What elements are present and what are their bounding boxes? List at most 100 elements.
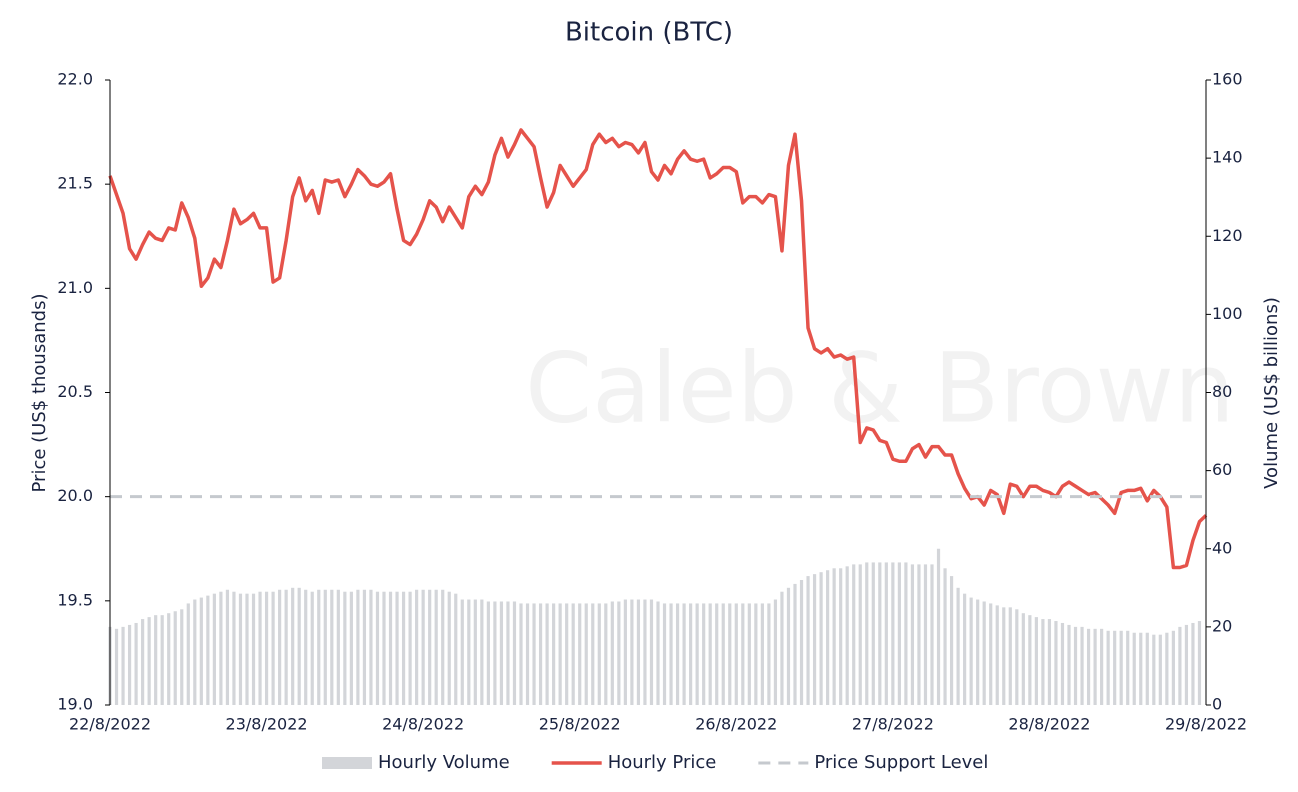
volume-bar xyxy=(910,564,915,705)
volume-bar xyxy=(186,603,190,705)
volume-bar xyxy=(1126,630,1130,705)
volume-bar xyxy=(232,591,236,705)
volume-bar xyxy=(995,605,999,705)
volume-bar xyxy=(636,599,641,705)
volume-bar xyxy=(689,603,693,705)
volume-bar xyxy=(989,603,993,705)
volume-bar xyxy=(936,548,941,705)
volume-bar xyxy=(702,603,706,705)
volume-bar xyxy=(597,603,601,705)
volume-bar xyxy=(793,583,797,705)
volume-bar xyxy=(878,562,882,705)
volume-bar xyxy=(976,599,980,705)
volume-bar xyxy=(304,589,308,705)
watermark: Caleb & Brown xyxy=(525,332,1235,444)
volume-bar xyxy=(643,599,647,705)
volume-bar xyxy=(264,591,269,705)
volume-bar xyxy=(649,599,654,705)
volume-bar xyxy=(832,568,836,705)
volume-bar xyxy=(1028,615,1032,705)
volume-bar xyxy=(767,603,771,705)
volume-bar xyxy=(141,619,145,705)
y-tick-label: 20.0 xyxy=(57,486,93,505)
volume-bar xyxy=(591,603,595,705)
y-tick-label: 21.0 xyxy=(57,278,93,297)
volume-bar xyxy=(271,591,275,705)
y-tick-label: 19.5 xyxy=(57,590,93,609)
volume-bar xyxy=(1178,626,1182,705)
volume-bar xyxy=(812,574,817,705)
volume-bar xyxy=(1073,626,1078,705)
volume-bar xyxy=(1015,609,1019,705)
volume-bar xyxy=(682,603,686,705)
y2-tick-label: 0 xyxy=(1212,695,1222,714)
volume-bar xyxy=(219,591,223,705)
volume-bar xyxy=(1047,619,1052,705)
volume-bar xyxy=(473,599,477,705)
volume-bar xyxy=(330,589,334,705)
y2-tick-label: 80 xyxy=(1212,382,1232,401)
volume-bar xyxy=(349,591,353,705)
volume-bar xyxy=(930,564,934,705)
x-tick-label: 28/8/2022 xyxy=(1008,715,1090,734)
volume-bar xyxy=(1093,628,1097,705)
volume-bar xyxy=(127,624,132,705)
price-line xyxy=(108,128,1208,570)
volume-bar xyxy=(408,591,412,705)
volume-bar xyxy=(336,589,340,705)
legend-label: Hourly Price xyxy=(608,752,717,773)
volume-bar xyxy=(317,589,321,705)
volume-bar xyxy=(134,622,138,705)
volume-bar xyxy=(897,562,901,705)
volume-bar xyxy=(206,595,210,705)
volume-bar xyxy=(212,593,216,705)
volume-bar xyxy=(1086,628,1091,705)
volume-bar xyxy=(884,562,888,705)
volume-bar xyxy=(839,568,843,705)
volume-bar xyxy=(1021,613,1025,705)
volume-bar xyxy=(662,603,667,705)
volume-bar xyxy=(780,591,784,705)
volume-bar xyxy=(1184,624,1189,705)
volume-bar xyxy=(760,603,764,705)
volume-bar xyxy=(558,603,562,705)
volume-bar xyxy=(323,589,327,705)
x-tick-label: 23/8/2022 xyxy=(226,715,308,734)
volume-bar xyxy=(963,593,967,705)
volume-bar xyxy=(1067,624,1071,705)
volume-bar xyxy=(565,603,569,705)
volume-bar xyxy=(891,562,895,705)
legend-label: Hourly Volume xyxy=(378,752,510,773)
volume-bar xyxy=(728,603,732,705)
volume-bar xyxy=(454,593,458,705)
volume-bar xyxy=(865,562,869,705)
volume-bar xyxy=(167,613,171,705)
volume-bar xyxy=(1191,622,1195,705)
volume-bar xyxy=(819,572,823,705)
volume-bar xyxy=(421,589,425,705)
x-tick-label: 27/8/2022 xyxy=(852,715,934,734)
volume-bar xyxy=(949,576,954,705)
volume-bar xyxy=(245,593,249,705)
volume-bar xyxy=(310,591,314,705)
volume-bar xyxy=(708,603,712,705)
volume-bar xyxy=(545,603,549,705)
volume-bar xyxy=(362,589,367,705)
volume-bar xyxy=(1054,621,1058,705)
volume-bar xyxy=(845,566,849,705)
volume-bar xyxy=(284,589,288,705)
volume-bar xyxy=(871,562,875,705)
volume-bar xyxy=(1152,634,1156,705)
volume-bar xyxy=(238,593,243,705)
volume-bar xyxy=(799,580,804,705)
volume-bar xyxy=(1100,628,1104,705)
volume-bar xyxy=(114,628,119,705)
volume-bar xyxy=(401,591,406,705)
volume-bar xyxy=(343,591,347,705)
volume-bar xyxy=(199,597,203,705)
y2-tick-label: 60 xyxy=(1212,460,1232,479)
x-tick-label: 24/8/2022 xyxy=(382,715,464,734)
y-tick-label: 21.5 xyxy=(57,174,93,193)
